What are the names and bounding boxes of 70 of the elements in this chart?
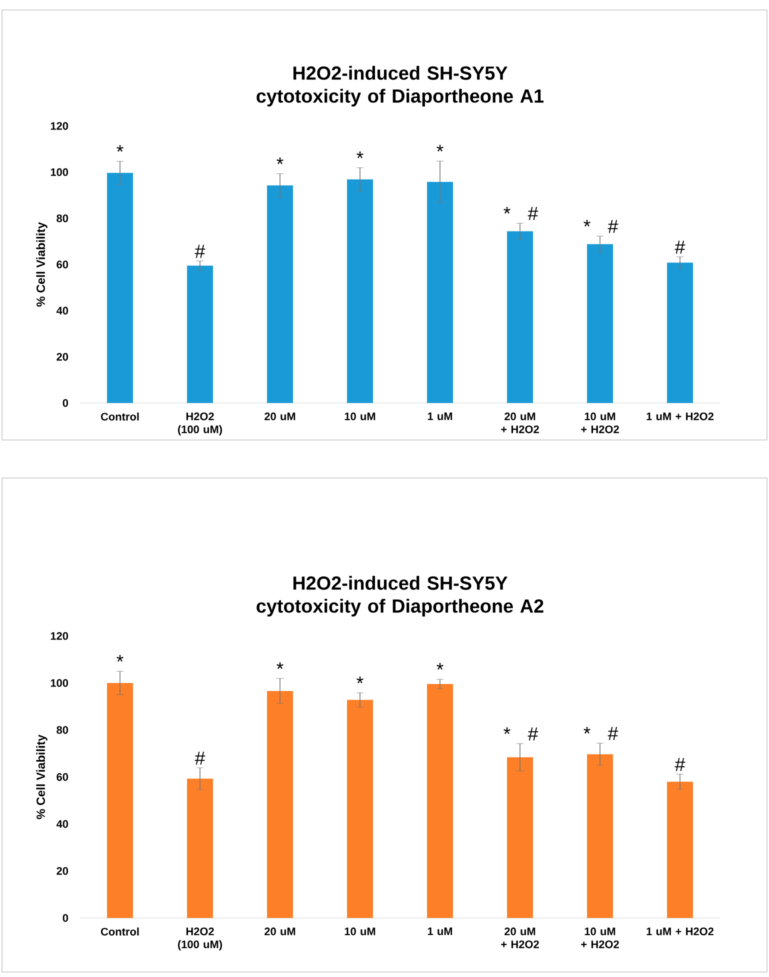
y-tick-label: 80 (56, 214, 68, 222)
y-tick-label: 20 (56, 867, 68, 875)
annotation: # (608, 727, 618, 740)
y-tick-label: 60 (56, 773, 68, 781)
annotation: * (276, 158, 284, 164)
x-tick-label: 20 uM (264, 928, 296, 936)
annotation: * (436, 663, 444, 670)
y-tick-label: 40 (56, 306, 68, 315)
y-tick-label: 100 (50, 168, 68, 176)
bar (187, 778, 213, 918)
x-tick-label: 1 uM + H2O2 (646, 928, 714, 936)
bar (347, 700, 374, 918)
y-axis-title: % Cell Viability (36, 222, 48, 307)
x-tick-label: 20 uM + H2O2 (501, 928, 539, 948)
annotation: * (504, 727, 510, 734)
bar (587, 754, 614, 918)
y-tick-label: 120 (50, 632, 68, 640)
annotation: * (356, 152, 364, 158)
bar (427, 684, 454, 918)
y-tick-label: 80 (56, 726, 68, 734)
annotation: # (674, 758, 686, 771)
annotation: * (116, 145, 124, 152)
bar (667, 262, 694, 403)
bar (427, 182, 454, 403)
annotation: * (504, 206, 510, 214)
annotation: * (356, 676, 364, 684)
x-tick-label: 10 uM (344, 412, 376, 420)
bar (267, 185, 294, 403)
y-axis-title: % Cell Viability (36, 734, 48, 820)
y-tick-label: 20 (56, 352, 68, 361)
annotation: # (194, 244, 206, 258)
y-tick-label: 0 (62, 399, 68, 407)
x-tick-label: H2O2 (100 uM) (178, 412, 222, 436)
x-tick-label: 1 uM (428, 412, 452, 420)
bar (107, 682, 133, 918)
y-tick-label: 120 (50, 122, 68, 130)
y-tick-label: 0 (62, 914, 68, 922)
annotation: # (608, 220, 618, 233)
x-tick-label: Control (100, 928, 139, 936)
chart-title: H2O2-induced SH-SY5Y cytotoxicity of Diaportheone A2 (256, 576, 544, 616)
annotation: * (276, 662, 284, 669)
x-tick-label: 1 uM + H2O2 (646, 412, 714, 420)
x-tick-label: H2O2 (100 uM) (178, 928, 222, 950)
annotation: * (116, 655, 124, 662)
x-tick-label: 10 uM + H2O2 (581, 412, 619, 434)
bar (587, 244, 614, 403)
y-tick-label: 100 (50, 679, 68, 687)
annotation: # (674, 240, 686, 254)
annotation: # (528, 727, 538, 740)
bar (667, 782, 694, 918)
x-tick-label: Control (100, 412, 139, 421)
y-tick-label: 60 (56, 260, 68, 268)
y-tick-label: 40 (56, 820, 68, 828)
annotation: # (528, 207, 538, 220)
bar (507, 231, 534, 403)
bar (267, 690, 294, 918)
annotation: * (584, 220, 590, 227)
bar (187, 266, 213, 403)
annotation: * (436, 144, 444, 152)
annotation: * (584, 726, 590, 734)
x-tick-label: 1 uM (428, 928, 452, 936)
bar (107, 172, 133, 403)
bar (347, 179, 374, 403)
bar (507, 757, 534, 918)
x-tick-label: 10 uM (344, 928, 376, 936)
x-tick-label: 20 uM + H2O2 (501, 412, 539, 434)
chart-title: H2O2-induced SH-SY5Y cytotoxicity of Diaportheone A1 (256, 66, 544, 106)
annotation: # (194, 752, 206, 765)
x-tick-label: 20 uM (264, 412, 296, 420)
x-tick-label: 10 uM + H2O2 (581, 928, 619, 948)
